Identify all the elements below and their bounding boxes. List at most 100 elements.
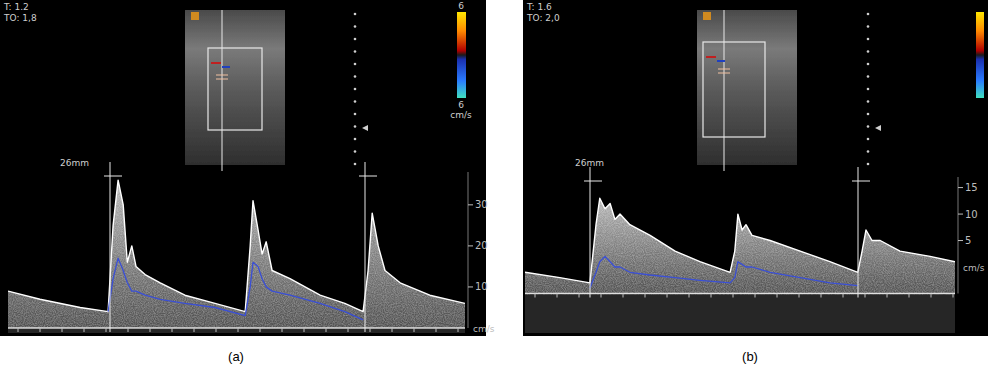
y-tick (468, 245, 473, 246)
y-axis-label: cm/s (963, 263, 985, 273)
y-tick (958, 240, 963, 241)
time-tick (865, 294, 866, 298)
time-tick (777, 294, 778, 298)
cursor (590, 167, 591, 298)
cursor (365, 162, 366, 332)
time-tick (84, 328, 85, 332)
flow-pixels (211, 62, 221, 64)
cursor (110, 162, 111, 332)
color-box (208, 48, 262, 130)
y-axis (958, 177, 959, 294)
cursor-cross (104, 176, 122, 177)
cursor (858, 167, 859, 298)
time-tick (458, 328, 459, 332)
bmode-image (697, 10, 797, 165)
time-tick (282, 328, 283, 332)
time-tick (392, 328, 393, 332)
depth-dot (867, 25, 870, 28)
plot-area (8, 180, 465, 328)
y-tick-label: 5 (965, 235, 971, 246)
annotation: 6 (458, 1, 464, 11)
depth-dot (354, 125, 357, 128)
colorbar (976, 12, 984, 98)
mean-velocity (108, 258, 363, 320)
doppler-line (222, 10, 223, 171)
time-tick (40, 328, 41, 332)
time-tick (711, 294, 712, 298)
spectrum-noise (525, 295, 955, 334)
focus-marker (362, 125, 368, 131)
doppler-line (724, 10, 725, 171)
time-tick (601, 294, 602, 298)
color-box (703, 42, 765, 137)
depth-dot (354, 163, 357, 166)
cursor-cross (359, 176, 377, 177)
y-tick-label: 10 (475, 281, 488, 292)
focus-marker (875, 125, 881, 131)
time-tick (194, 328, 195, 332)
annotation: TO: 2,0 (526, 13, 560, 23)
y-tick-label: 30 (475, 199, 488, 210)
gate (718, 69, 730, 70)
screen (0, 0, 486, 336)
y-tick-label: 15 (965, 182, 978, 193)
depth-dot (867, 100, 870, 103)
time-tick (953, 294, 954, 298)
time-tick (645, 294, 646, 298)
mean-velocity (590, 256, 858, 288)
y-tick-label: 20 (475, 240, 488, 251)
annotation: TO: 1,8 (3, 13, 37, 23)
time-tick (348, 328, 349, 332)
depth-dot (354, 63, 357, 66)
y-tick (958, 187, 963, 188)
colorbar (457, 12, 466, 98)
annotation: cm/s (450, 110, 472, 120)
time-tick (557, 294, 558, 298)
y-tick (468, 286, 473, 287)
spectrum-area (8, 180, 465, 328)
depth-dot (354, 50, 357, 53)
time-tick (414, 328, 415, 332)
time-tick (931, 294, 932, 298)
flow-pixels (222, 66, 230, 68)
time-tick (18, 328, 19, 332)
flow-pixels (717, 60, 725, 62)
time-tick (260, 328, 261, 332)
time-tick (370, 328, 371, 332)
depth-dot (867, 75, 870, 78)
depth-dot (354, 150, 357, 153)
depth-dot (867, 163, 870, 166)
depth-dot (354, 25, 357, 28)
depth-dot (354, 88, 357, 91)
time-tick (843, 294, 844, 298)
y-tick (468, 204, 473, 205)
baseline (8, 327, 465, 329)
time-tick (172, 328, 173, 332)
depth-dot (354, 113, 357, 116)
panel: T: 1.6TO: 2,026mm51015cm/s(b) (523, 0, 988, 364)
time-tick (436, 328, 437, 332)
time-tick (821, 294, 822, 298)
panel: T: 1.2TO: 1,826mm66cm/s102030cm/s(a) (0, 0, 495, 364)
gate (216, 79, 228, 80)
depth-dot (867, 125, 870, 128)
y-tick (958, 214, 963, 215)
figure: T: 1.2TO: 1,826mm66cm/s102030cm/s(a)T: 1… (0, 0, 1006, 370)
spectrum-noise (8, 329, 465, 333)
time-tick (667, 294, 668, 298)
time-tick (887, 294, 888, 298)
y-axis-label: cm/s (473, 324, 495, 334)
depth-dot (354, 13, 357, 16)
orientation-marker (703, 12, 711, 20)
depth-dot (354, 100, 357, 103)
time-tick (304, 328, 305, 332)
time-tick (909, 294, 910, 298)
depth-dot (867, 150, 870, 153)
annotation: 26mm (575, 158, 604, 168)
y-axis (468, 172, 469, 328)
time-tick (150, 328, 151, 332)
y-tick-label: 10 (965, 209, 978, 220)
time-tick (689, 294, 690, 298)
annotation: 26mm (60, 158, 89, 168)
bmode-image (185, 10, 285, 165)
